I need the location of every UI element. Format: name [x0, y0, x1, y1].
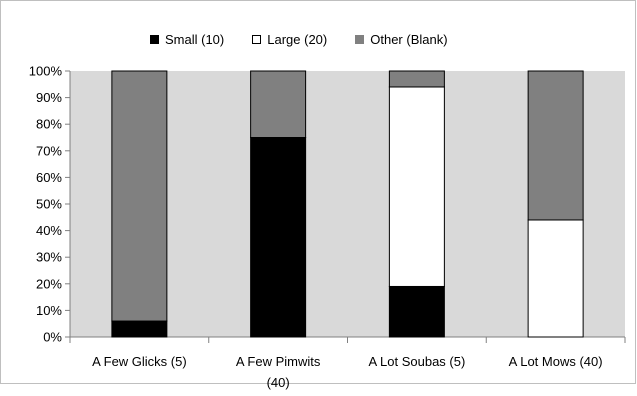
legend-label: Small (10) [165, 31, 225, 47]
y-tick-label: 100% [29, 64, 63, 79]
legend-item: Other (Blank) [355, 31, 448, 47]
x-category-label: A Lot Soubas (5) [368, 354, 465, 369]
x-category-label: A Few Pimwits [236, 354, 321, 369]
x-category-label: A Lot Mows (40) [509, 354, 603, 369]
legend-item: Small (10) [150, 32, 224, 47]
y-tick-label: 10% [36, 303, 62, 318]
y-tick-label: 0% [43, 330, 62, 345]
bar-segment [388, 70, 445, 88]
y-tick-label: 40% [36, 223, 62, 238]
legend-item: Large (20) [252, 32, 327, 47]
x-category-label: (40) [267, 375, 290, 390]
chart-legend: Small (10) Large (20) Other (Blank) [150, 29, 448, 49]
legend-swatch [150, 34, 159, 44]
y-tick-label: 20% [36, 276, 62, 291]
y-tick-label: 90% [36, 90, 62, 105]
bar-segment [527, 70, 584, 221]
bar-segment [111, 320, 168, 338]
bar-segment [388, 285, 445, 338]
bar-segment [250, 70, 307, 138]
y-tick-label: 50% [36, 197, 62, 212]
bar-segment [111, 70, 168, 322]
legend-label: Other (Blank) [370, 31, 448, 47]
y-tick-label: 60% [36, 170, 62, 185]
legend-swatch [355, 34, 365, 44]
bar-segment [250, 137, 307, 338]
y-tick-label: 80% [36, 117, 62, 132]
legend-label: Large (20) [267, 31, 328, 47]
y-tick-label: 70% [36, 143, 62, 158]
y-tick-label: 30% [36, 250, 62, 265]
x-category-label: A Few Glicks (5) [92, 354, 187, 369]
bar-segment [527, 219, 584, 338]
legend-swatch [252, 34, 262, 44]
bar-segment [388, 86, 445, 287]
